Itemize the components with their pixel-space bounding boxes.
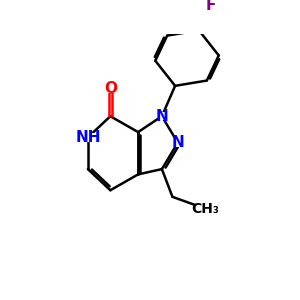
Bar — [158, 112, 166, 121]
Bar — [173, 138, 182, 147]
Bar — [81, 133, 95, 142]
Text: N: N — [171, 135, 184, 150]
Text: N: N — [155, 109, 168, 124]
Text: NH: NH — [75, 130, 100, 145]
Bar — [207, 1, 215, 10]
Bar — [106, 84, 115, 93]
Text: O: O — [104, 81, 117, 96]
Bar — [196, 204, 215, 213]
Text: F: F — [206, 0, 216, 13]
Text: CH₃: CH₃ — [192, 202, 219, 216]
